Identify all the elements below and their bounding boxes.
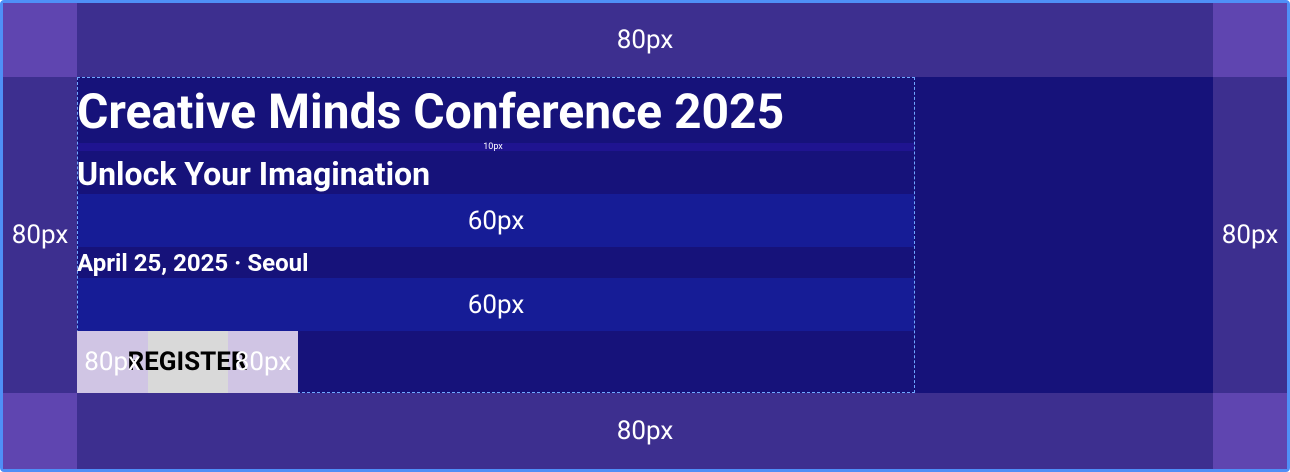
button-label[interactable]: REGISTER [127,347,248,377]
date-location: April 25, 2025 · Seoul [77,249,309,277]
button-content [148,331,228,393]
corner [3,3,77,77]
padding-bottom: 80px [77,393,1213,469]
button-padding-left: 80px [84,347,141,377]
title: Creative Minds Conference 2025 [77,82,785,140]
corner [1213,3,1287,77]
gap-date: 60px [78,278,914,331]
content-box [77,77,915,393]
padding-right: 80px [1213,77,1287,393]
corner [1213,393,1287,469]
padding-top: 80px [77,3,1213,77]
button-padding-right: 80px [234,347,292,377]
gap-label: 10px [483,142,503,152]
gap-title: 10px [78,142,914,152]
padding-left: 80px [3,77,77,393]
subtitle: Unlock Your Imagination [77,155,431,193]
corner [3,393,77,469]
gap-subtitle: 60px [78,194,914,247]
